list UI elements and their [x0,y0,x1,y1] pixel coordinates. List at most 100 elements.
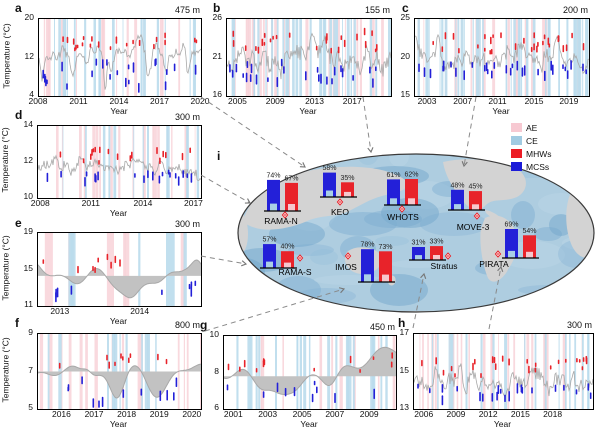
ce-inset-bar [390,198,397,205]
mcs-markers [417,383,592,406]
pct-label-mcs: 58% [322,165,336,172]
mhw-markers [62,32,198,52]
x-tick: 2014 [133,198,153,208]
ae-inset-bar [288,204,295,211]
ocean-texture [256,154,294,163]
x-tick: 2020 [182,409,202,419]
station-name: MOVE-3 [457,222,490,232]
x-tick: 2008 [28,96,48,106]
pct-label-mhw: 67% [284,175,298,182]
ae-inset-bar [344,191,351,197]
timeseries-plot-e [37,233,202,306]
plot-area [223,335,397,410]
legend-item-mhws: MHWs [511,147,552,160]
x-tick: 2017 [84,409,104,419]
ce-stripes [231,19,392,96]
ocean-texture [310,249,338,265]
timeseries-plot-b [226,19,392,96]
panel-letter: e [15,216,22,230]
pct-label-mcs: 74% [266,172,280,179]
depth-label: 300 m [174,219,200,229]
x-tick: 2005 [228,96,247,106]
pct-label-mhw: 33% [429,239,443,246]
ocean-texture [329,212,397,236]
station-name: IMOS [335,262,357,272]
ae-stripes [56,126,196,198]
y-tick: 12 [23,155,33,165]
mcs-markers [226,380,375,403]
mhw-markers [59,146,191,165]
station-name: Stratus [431,261,458,271]
x-tick: 2013 [305,96,324,106]
timeseries-plot-a [38,19,202,96]
panel-letter: f [15,316,19,330]
mcs-markers [67,376,178,408]
station-name: PIRATA [479,259,509,269]
map-panel-letter: i [217,149,221,163]
pct-label-mhw: 73% [378,244,392,251]
y-tick: 26 [212,12,222,22]
temperature-line [414,33,590,75]
y-tick: 17 [399,327,409,337]
x-tick: 2011 [69,96,88,106]
plot-area [37,125,202,199]
mcs-swatch-icon [511,162,522,171]
mhw-markers [227,352,393,373]
y-axis-label: Temperature (°C) [0,336,11,403]
pct-label-mcs: 48% [450,182,464,189]
x-axis-label: Year [110,106,128,116]
ae-inset-bar [526,251,533,258]
ae-inset-bar [472,204,479,210]
world-map: 74% 67% RAMA-N 58% 35% KEO 61% 62% WHOTS 48% 45% MO… [235,150,599,316]
plot-area [414,18,590,97]
station-MOVE-3: 48% 45% MOVE-3 [448,182,490,232]
y-tick: 10 [209,329,219,339]
x-tick: 2009 [359,409,379,419]
ocean-texture [561,284,594,308]
x-tick: 2005 [292,409,312,419]
ce-stripes [54,19,196,96]
x-tick: 2017 [184,198,203,208]
world-map-svg: 74% 67% RAMA-N 58% 35% KEO 61% 62% WHOTS 48% 45% MO… [237,153,595,313]
mhw-swatch-icon [511,149,522,158]
ae-stripes [44,233,186,306]
ocean-texture [391,260,443,268]
panel-letter: a [15,1,22,15]
pct-label-mhw: 62% [404,172,418,179]
plot-area [226,18,392,97]
timeseries-plot-h [413,334,594,409]
depth-label: 300 m [566,320,592,330]
mhw-bar [379,251,392,282]
station-diamond-dot [299,257,301,259]
panel-letter: b [213,1,221,15]
x-tick: 2020 [190,96,210,106]
mcs-bar [267,179,280,211]
station-name: RAMA-S [278,267,311,277]
timeseries-plot-f [37,334,203,409]
y-tick: 6 [214,402,219,412]
legend-item-mcss: MCSs [511,160,552,173]
station-diamond-dot [497,253,499,255]
y-tick: 7 [28,364,33,375]
mcs-markers [46,169,193,187]
ocean-texture [357,154,379,165]
ae-inset-bar [284,262,291,268]
pct-label-mhw: 40% [280,244,294,251]
ce-inset-bar [326,190,333,197]
pct-label-mcs: 57% [262,237,276,244]
ce-inset-bar [270,203,277,211]
x-tick: 2019 [149,409,169,419]
x-axis-label: Year [109,419,128,429]
plot-area [37,333,203,410]
plot-area [38,18,202,97]
y-tick: 13 [399,402,409,412]
y-tick: 20 [400,50,410,61]
ce-inset-bar [266,261,273,268]
x-tick: 2001 [223,409,243,419]
temperature-line [37,154,202,182]
y-tick: 15 [399,364,409,375]
temperature-area [38,364,201,398]
y-tick: 16 [212,89,222,99]
timeseries-plot-d [37,126,202,198]
